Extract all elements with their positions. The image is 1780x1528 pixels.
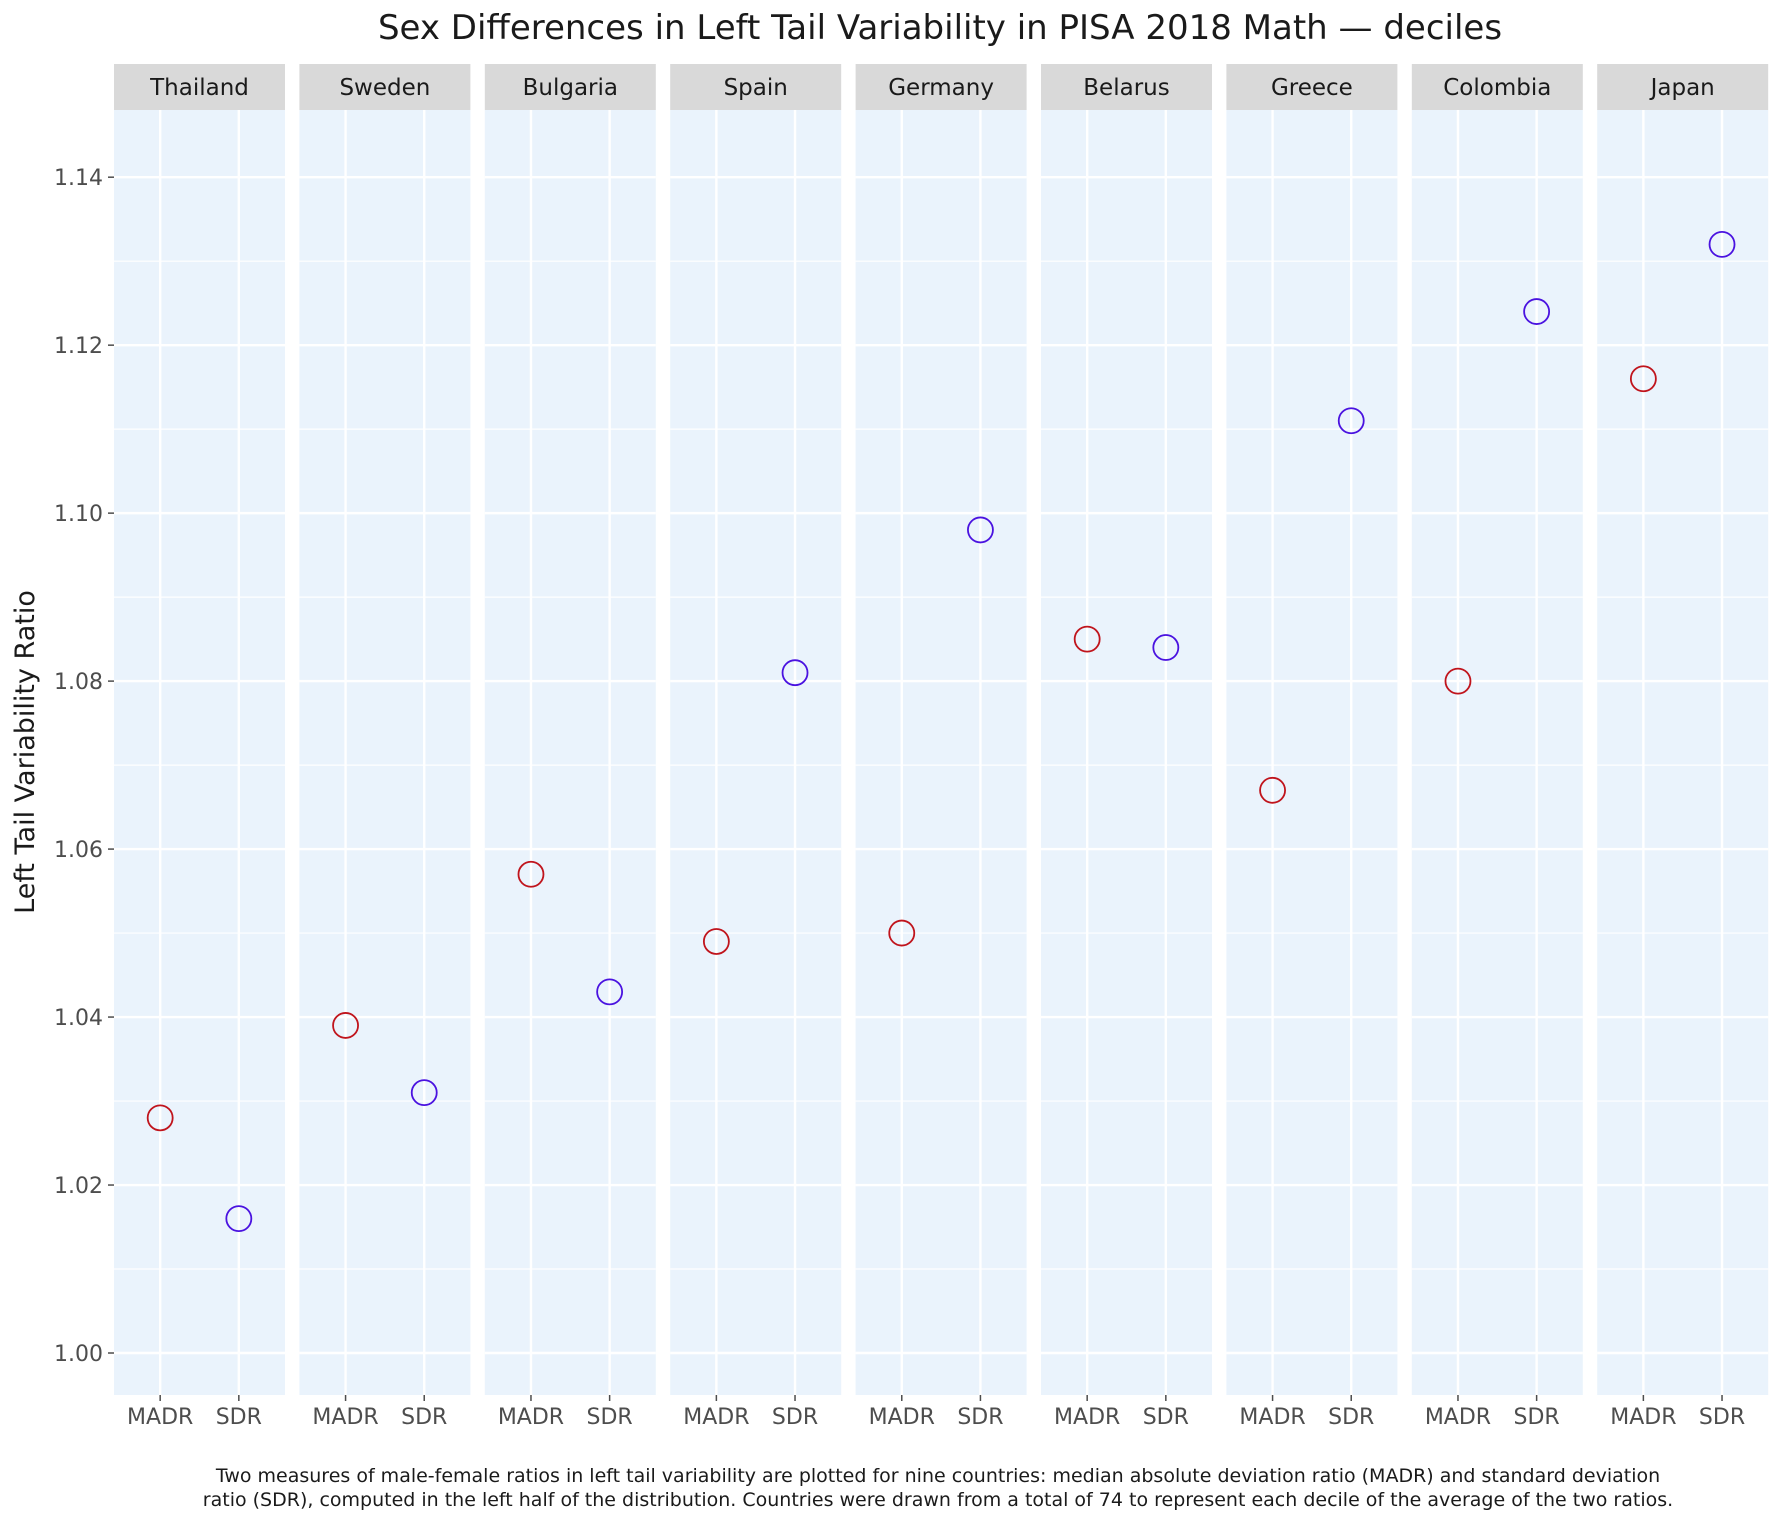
point-sdr [596, 978, 624, 1006]
y-tick-label: 1.04 [54, 1006, 103, 1031]
facet-strip [1411, 64, 1583, 110]
facet-panel-bulgaria: Bulgaria MADR SDR [484, 64, 656, 1430]
x-tick-label: MADR [312, 1405, 378, 1430]
point-madr [517, 860, 545, 888]
point-madr [1444, 667, 1472, 695]
panel-background [1226, 110, 1398, 1395]
facet-strip [114, 64, 285, 110]
panel-background [484, 110, 656, 1395]
x-tick-label: SDR [1699, 1405, 1745, 1430]
y-tick-label: 1.14 [54, 166, 103, 191]
x-tick-label: SDR [1514, 1405, 1560, 1430]
caption-line-2: ratio (SDR), computed in the left half o… [203, 1489, 1673, 1511]
panel-background [299, 110, 471, 1395]
facet-strip [299, 64, 471, 110]
facet-strip [1041, 64, 1212, 110]
x-tick-label: SDR [1328, 1405, 1374, 1430]
facet-panel-belarus: Belarus MADR SDR [1041, 64, 1212, 1430]
y-tick-label: 1.10 [54, 502, 103, 527]
y-axis-title: Left Tail Variability Ratio [10, 590, 41, 914]
facet-panel-spain: Spain MADR SDR [670, 64, 842, 1430]
facet-strip-label: Japan [1649, 75, 1715, 101]
x-tick-label: MADR [1239, 1405, 1305, 1430]
y-tick-label: 1.08 [54, 670, 103, 695]
facet-panel-japan: Japan MADR SDR [1597, 64, 1769, 1430]
point-sdr [967, 516, 994, 544]
panel-background [1597, 110, 1769, 1395]
caption-line-1: Two measures of male-female ratios in le… [215, 1465, 1660, 1487]
point-madr [702, 928, 730, 955]
y-axis-ticks: 1.00 1.02 1.04 1.06 1.08 1.10 1.12 1.14 [54, 166, 114, 1367]
facet-strip-label: Sweden [339, 75, 430, 101]
facet-strip [1226, 64, 1398, 110]
x-tick-label: SDR [216, 1405, 262, 1430]
facet-panel-sweden: Sweden MADR SDR [299, 64, 471, 1430]
y-tick-label: 1.00 [54, 1342, 103, 1367]
x-tick-label: SDR [772, 1405, 818, 1430]
facet-panels: Thailand MADR SDR Sweden MADR SDR Bulgaria MADR… [114, 64, 1769, 1430]
facet-strip-label: Thailand [149, 75, 249, 101]
point-sdr [1337, 407, 1365, 435]
chart-title: Sex Differences in Left Tail Variability… [378, 8, 1502, 48]
point-madr [332, 1012, 359, 1039]
facet-strip-label: Bulgaria [523, 75, 618, 101]
point-sdr [781, 659, 809, 687]
point-sdr [1523, 298, 1551, 325]
facet-strip [855, 64, 1027, 110]
point-sdr [1708, 230, 1736, 258]
facet-strip-label: Germany [888, 75, 994, 101]
point-madr [1073, 625, 1101, 653]
x-tick-label: MADR [683, 1405, 749, 1430]
x-tick-label: MADR [869, 1405, 935, 1430]
x-tick-label: SDR [401, 1405, 447, 1430]
panel-background [1411, 110, 1583, 1395]
x-tick-label: MADR [1425, 1405, 1491, 1430]
point-madr [1629, 365, 1657, 393]
facet-panel-germany: Germany MADR SDR [855, 64, 1027, 1430]
y-tick-label: 1.12 [54, 334, 103, 359]
figure-caption: Two measures of male-female ratios in le… [203, 1465, 1673, 1511]
y-tick-label: 1.02 [54, 1174, 103, 1199]
facet-strip-label: Colombia [1443, 75, 1551, 101]
point-madr [146, 1104, 174, 1132]
facet-strip-label: Greece [1271, 75, 1353, 101]
facet-panel-thailand: Thailand MADR SDR [114, 64, 285, 1430]
x-tick-label: MADR [1054, 1405, 1120, 1430]
x-tick-label: MADR [498, 1405, 564, 1430]
point-sdr [1152, 634, 1180, 661]
facet-strip-label: Spain [724, 75, 788, 101]
y-tick-label: 1.06 [54, 838, 103, 863]
x-tick-label: MADR [127, 1405, 193, 1430]
facet-panel-colombia: Colombia MADR SDR [1411, 64, 1583, 1430]
x-tick-label: MADR [1610, 1405, 1676, 1430]
point-sdr [225, 1205, 253, 1233]
facet-strip [484, 64, 656, 110]
facet-strip [670, 64, 842, 110]
panel-background [670, 110, 842, 1395]
point-madr [1259, 776, 1286, 804]
x-tick-label: SDR [957, 1405, 1003, 1430]
x-tick-label: SDR [587, 1405, 633, 1430]
point-sdr [410, 1079, 438, 1107]
facet-panel-greece: Greece MADR SDR [1226, 64, 1398, 1430]
panel-background [1041, 110, 1212, 1395]
facet-strip-label: Belarus [1083, 75, 1169, 101]
x-tick-label: SDR [1143, 1405, 1189, 1430]
facet-strip [1597, 64, 1769, 110]
point-madr [888, 919, 916, 947]
panel-background [114, 110, 285, 1395]
panel-background [855, 110, 1027, 1395]
